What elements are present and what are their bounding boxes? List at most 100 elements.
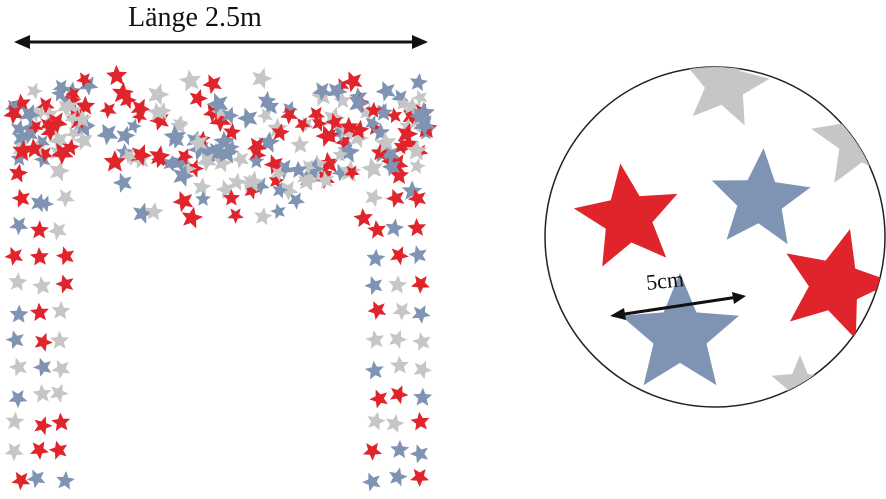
star-icon	[29, 302, 49, 322]
star-icon	[8, 390, 28, 409]
length-arrow	[14, 35, 428, 49]
star-icon	[39, 116, 56, 133]
star-icon	[362, 442, 382, 461]
star-icon	[26, 469, 46, 489]
star-icon	[371, 143, 389, 161]
star-icon	[339, 116, 359, 136]
star-icon	[367, 301, 387, 320]
star-icon	[316, 151, 340, 175]
star-icon	[163, 155, 180, 172]
star-icon	[106, 64, 128, 86]
star-icon	[365, 101, 382, 118]
star-icon	[402, 96, 422, 115]
star-icon	[307, 106, 326, 124]
star-icon	[10, 149, 28, 166]
star-icon	[290, 135, 310, 154]
star-icon	[327, 80, 348, 102]
star-icon	[365, 188, 384, 208]
star-icon	[189, 88, 208, 109]
star-icon	[99, 101, 117, 119]
star-icon	[10, 119, 29, 138]
star-icon	[361, 157, 384, 180]
star-icon	[366, 248, 386, 267]
star-icon	[8, 357, 27, 377]
star-icon	[409, 444, 429, 464]
star-icon	[73, 130, 93, 151]
star-icon	[364, 276, 383, 296]
star-icon	[9, 216, 29, 236]
star-icon	[367, 220, 387, 239]
star-icon	[188, 132, 208, 153]
star-icon	[112, 172, 132, 193]
star-icon	[267, 117, 288, 138]
star-icon	[154, 102, 172, 120]
star-icon	[249, 146, 267, 164]
star-icon	[381, 157, 401, 177]
star-icon	[50, 383, 69, 403]
star-icon	[65, 126, 82, 142]
star-icon	[349, 92, 371, 115]
star-icon	[341, 71, 363, 93]
star-icon	[172, 191, 194, 213]
star-icon	[181, 206, 204, 229]
star-icon	[26, 82, 43, 100]
star-icon	[392, 302, 412, 321]
star-icon	[247, 137, 267, 157]
star-icon	[115, 143, 134, 160]
star-icon	[196, 152, 217, 172]
star-icon	[344, 165, 360, 181]
star-icon	[213, 153, 233, 173]
star-icon	[55, 274, 74, 294]
star-icon	[390, 246, 409, 266]
star-icon	[103, 150, 127, 172]
star-icon	[50, 330, 70, 349]
star-icon	[130, 144, 153, 167]
star-icon	[311, 115, 328, 132]
star-icon	[287, 192, 305, 210]
star-icon	[4, 246, 24, 266]
star-icon	[294, 117, 311, 133]
star-icon	[367, 120, 384, 136]
star-icon	[171, 152, 190, 173]
star-icon	[5, 330, 24, 350]
star-icon	[5, 99, 22, 116]
star-icon	[389, 329, 408, 349]
star-icon	[411, 89, 428, 106]
star-icon	[49, 160, 70, 182]
star-icon	[51, 300, 71, 320]
star-icon	[390, 439, 410, 459]
star-icon	[401, 180, 423, 201]
star-icon	[145, 202, 164, 221]
star-icon	[131, 109, 147, 125]
star-icon	[120, 148, 137, 165]
star-icon	[413, 360, 433, 380]
star-icon	[410, 468, 430, 487]
star-icon	[12, 140, 34, 162]
star-icon	[56, 471, 75, 490]
star-icon	[112, 82, 134, 104]
star-icon	[48, 440, 68, 460]
star-icon	[48, 221, 67, 241]
star-icon	[353, 208, 373, 228]
star-icon	[331, 124, 351, 143]
star-icon	[172, 115, 189, 131]
star-icon	[51, 85, 68, 102]
star-icon	[33, 357, 52, 377]
star-icon	[385, 218, 405, 238]
star-icon	[56, 98, 75, 117]
star-icon	[147, 102, 167, 121]
length-label: Länge 2.5m	[128, 2, 262, 33]
star-icon	[271, 123, 290, 142]
star-icon	[316, 170, 335, 189]
star-icon	[393, 138, 410, 155]
star-icon	[365, 330, 385, 349]
star-icon	[177, 148, 194, 165]
star-icon	[280, 107, 299, 125]
star-icon	[406, 139, 428, 161]
star-icon	[412, 332, 431, 351]
star-icon	[23, 138, 44, 158]
detail-circle	[544, 66, 886, 408]
star-icon	[96, 123, 119, 146]
star-icon	[333, 91, 351, 109]
